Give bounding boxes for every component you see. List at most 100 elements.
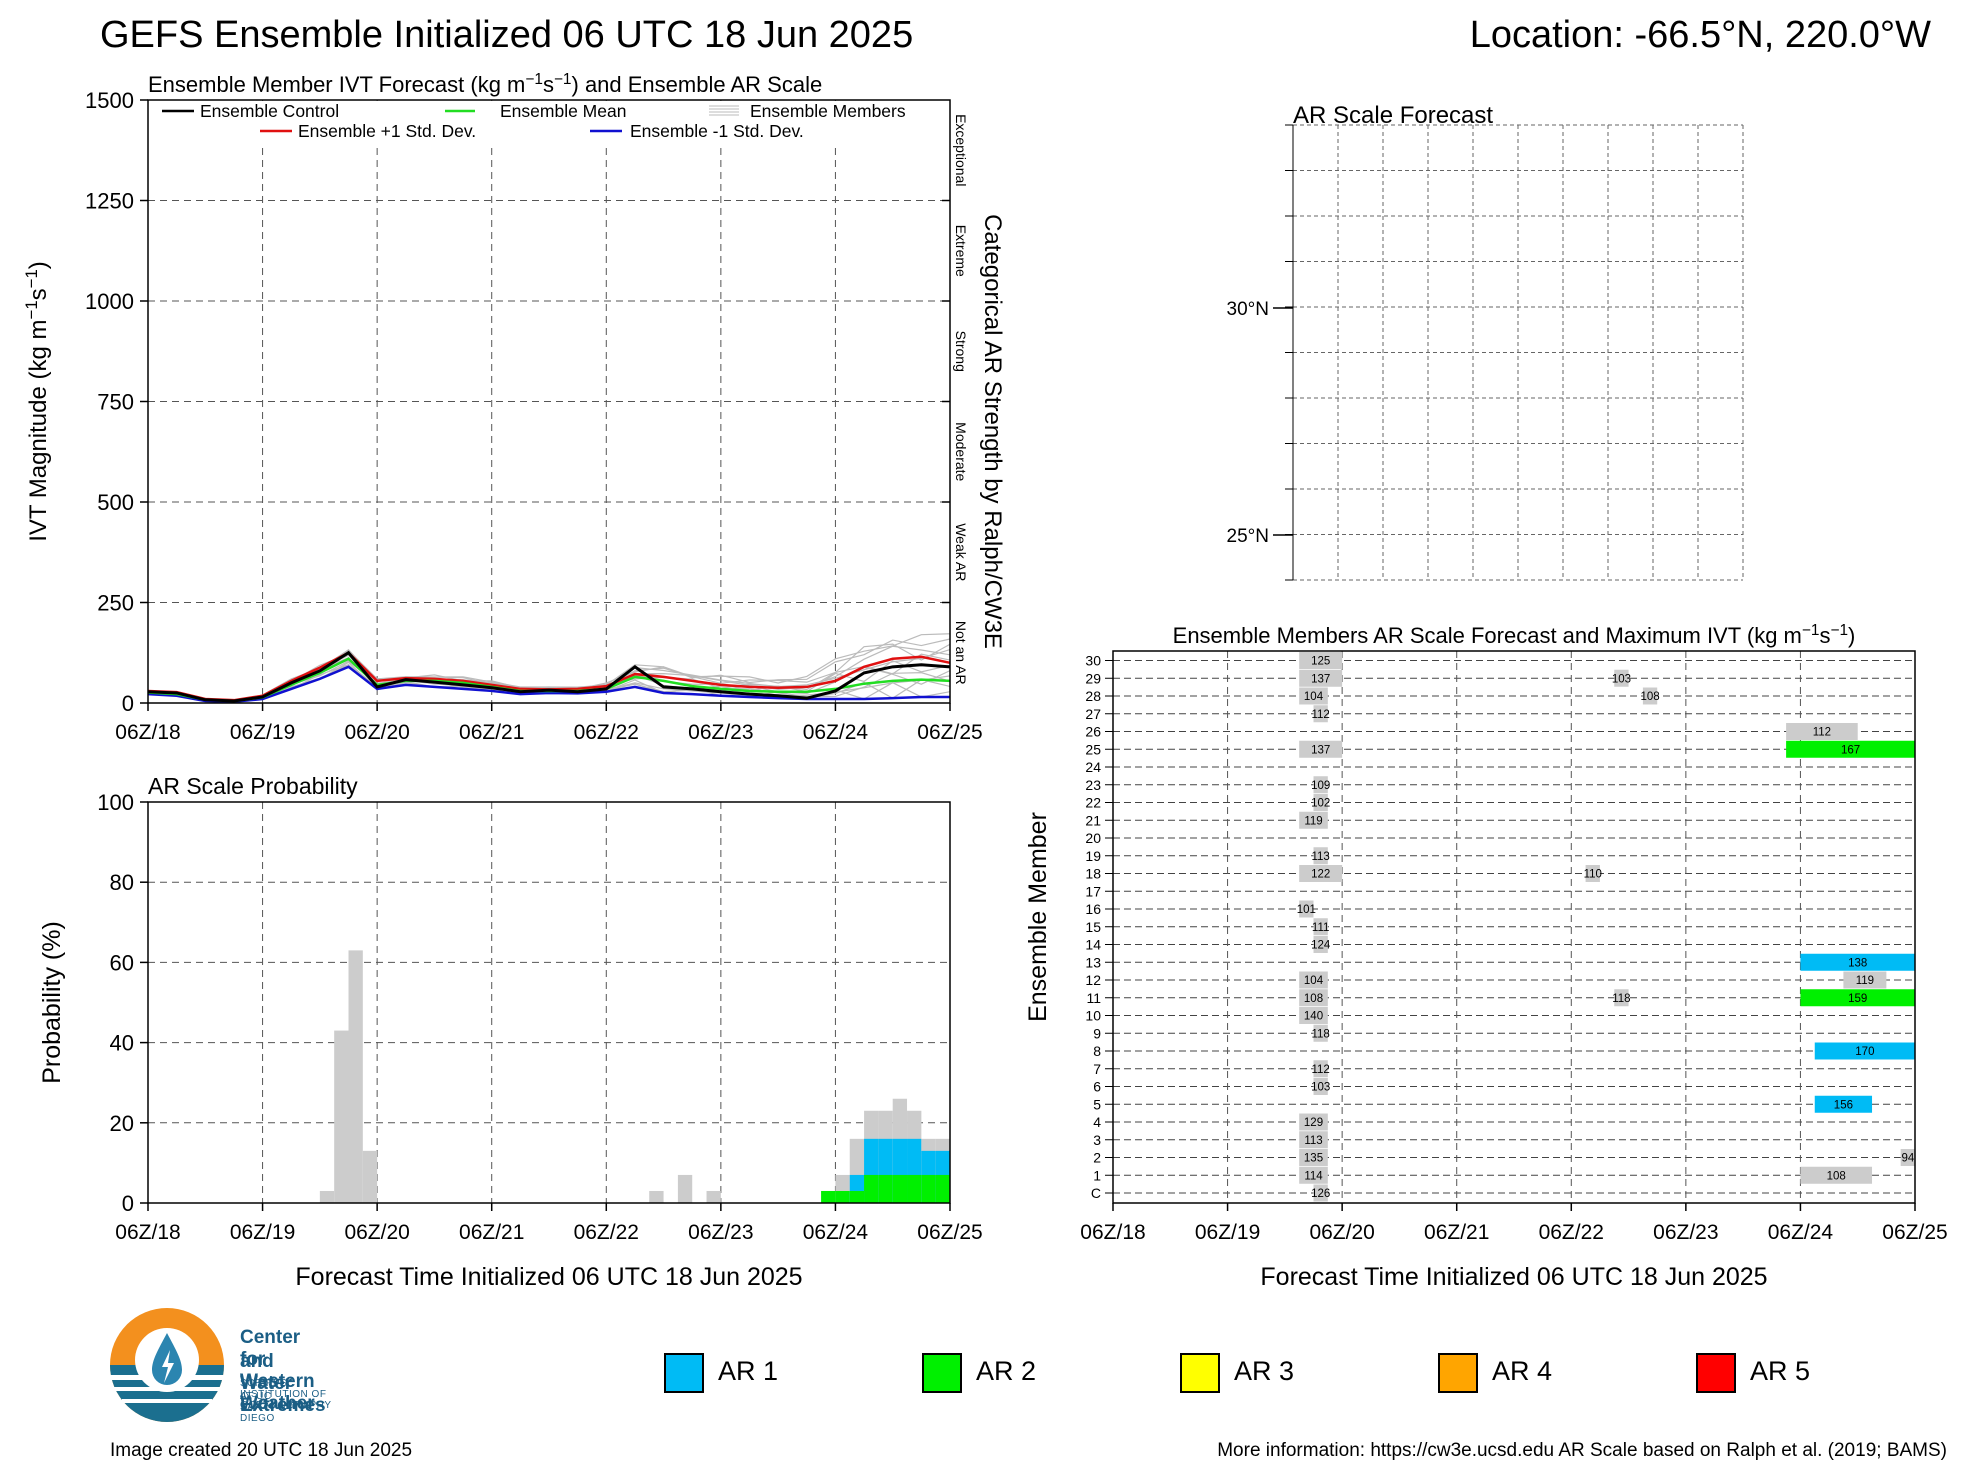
- member-row-label: 22: [1085, 795, 1101, 811]
- prob-bar-ar2: [878, 1174, 893, 1203]
- member-row-label: 19: [1085, 848, 1101, 864]
- member-max-ivt-label: 114: [1304, 1170, 1323, 1182]
- prob-xtick-label: 06Z/20: [344, 1221, 409, 1244]
- member-row-label: 1: [1093, 1167, 1101, 1183]
- member-plot-frame: [1112, 650, 1916, 1204]
- ivt-plot-frame: [147, 99, 951, 704]
- member-ar-segment: [1313, 1184, 1328, 1202]
- ar-legend-label: AR 5: [1750, 1356, 1811, 1386]
- ivt-category-label: Not an AR: [953, 621, 969, 685]
- more-info-text: More information: https://cw3e.ucsd.edu …: [1217, 1440, 1947, 1461]
- member-ar-segment: [1299, 1113, 1328, 1131]
- map-lat-label: 25°N: [1227, 526, 1269, 547]
- logo-line-4: AT UC SAN DIEGO: [240, 1391, 275, 1424]
- ivt-ytick-label: 1250: [85, 189, 134, 214]
- member-row-label: 5: [1093, 1096, 1101, 1112]
- member-row-label: 30: [1085, 653, 1101, 669]
- member-ar-segment: [1313, 1024, 1328, 1042]
- member-max-ivt-label: 137: [1311, 673, 1330, 685]
- ar-legend-swatch: [1180, 1353, 1220, 1393]
- prob-bar-ar2: [835, 1190, 850, 1203]
- member-ar-segment: [1800, 1166, 1873, 1184]
- member-max-ivt-label: 102: [1311, 798, 1330, 810]
- ivt-legend-members-label: Ensemble Members: [750, 101, 906, 121]
- member-ar-segment: [1313, 705, 1328, 723]
- member-ylabel: Ensemble Member: [1024, 812, 1052, 1022]
- member-ar-segment: [1299, 669, 1343, 687]
- prob-bar-not-ar: [677, 1174, 693, 1203]
- prob-bar-not-ar: [706, 1190, 721, 1203]
- ivt-panel-title-part: ) and Ensemble AR Scale: [572, 72, 823, 97]
- prob-ytick-label: 80: [110, 870, 134, 895]
- ivt-xtick-label: 06Z/25: [917, 721, 982, 744]
- member-max-ivt-label: 125: [1311, 656, 1330, 668]
- member-max-ivt-label: 112: [1311, 1064, 1329, 1076]
- member-max-ivt-label: 119: [1856, 975, 1874, 987]
- member-max-ivt-label: 159: [1848, 993, 1867, 1005]
- member-row-label: 27: [1085, 706, 1101, 722]
- member-row-label: 13: [1085, 954, 1101, 970]
- ivt-category-label: Strong: [953, 331, 969, 372]
- prob-panel-title: AR Scale Probability: [148, 773, 358, 799]
- prob-bar-ar2: [821, 1190, 836, 1203]
- prob-bar-not-ar: [319, 1190, 335, 1203]
- member-row-label: 20: [1085, 830, 1101, 846]
- member-ar-segment: [1299, 900, 1314, 918]
- member-xtick-label: 06Z/21: [1424, 1221, 1489, 1244]
- ivt-panel-title-part: −1: [525, 71, 543, 88]
- ar-legend-swatch: [664, 1353, 704, 1393]
- member-panel-title-part: Ensemble Members AR Scale Forecast and M…: [1173, 623, 1802, 648]
- member-xtick-label: 06Z/23: [1653, 1221, 1718, 1244]
- member-row-label: 17: [1085, 883, 1101, 899]
- prob-ytick-label: 40: [110, 1031, 134, 1056]
- prob-bar-ar2: [935, 1174, 950, 1203]
- ar-legend-label: AR 1: [718, 1356, 779, 1386]
- member-ar-segment: [1313, 1078, 1328, 1095]
- ivt-ytick-label: 1000: [85, 289, 134, 314]
- ivt-xtick-label: 06Z/20: [344, 721, 409, 744]
- member-row-label: 14: [1085, 937, 1101, 953]
- member-max-ivt-label: 103: [1612, 673, 1631, 685]
- member-row-label: 18: [1085, 866, 1101, 882]
- member-row-label: 11: [1086, 990, 1101, 1006]
- prob-ytick-label: 0: [122, 1191, 134, 1216]
- member-max-ivt-label: 137: [1311, 744, 1330, 756]
- ivt-legend-plus-label: Ensemble +1 Std. Dev.: [298, 121, 476, 141]
- member-row-label: 4: [1093, 1114, 1101, 1130]
- member-ar-segment: [1299, 652, 1343, 669]
- member-row-label: 6: [1093, 1079, 1101, 1095]
- member-row-label: 25: [1085, 741, 1101, 757]
- member-ar-segment: [1299, 740, 1343, 758]
- prob-xtick-label: 06Z/23: [688, 1221, 753, 1244]
- member-ar-segment: [1299, 1007, 1328, 1024]
- ivt-xtick-label: 06Z/18: [115, 721, 180, 744]
- ar-legend-label: AR 2: [976, 1356, 1037, 1386]
- map-panel-title: AR Scale Forecast: [1293, 102, 1493, 129]
- prob-bar-not-ar: [362, 1150, 378, 1203]
- ivt-panel-title-part: −1: [554, 71, 572, 88]
- member-max-ivt-label: 112: [1311, 709, 1329, 721]
- member-max-ivt-label: 112: [1813, 727, 1831, 739]
- member-ar-segment: [1299, 687, 1328, 705]
- ivt-control-line: [147, 650, 951, 703]
- member-max-ivt-label: 119: [1304, 815, 1322, 827]
- member-max-ivt-label: 124: [1311, 940, 1331, 952]
- member-max-ivt-label: 138: [1848, 957, 1867, 969]
- member-ar-segment: [1299, 865, 1343, 882]
- member-row-label: 8: [1093, 1043, 1101, 1059]
- ivt-category-label: Moderate: [953, 422, 969, 481]
- cw3e-logo-icon: [110, 1308, 224, 1422]
- ivt-category-label: Weak AR: [953, 523, 969, 581]
- member-ar-segment: [1299, 811, 1328, 829]
- member-max-ivt-label: 129: [1304, 1117, 1323, 1129]
- member-ar-segment: [1614, 669, 1629, 687]
- ivt-ytick-label: 750: [97, 390, 134, 415]
- member-max-ivt-label: 113: [1304, 1135, 1322, 1147]
- member-max-ivt-label: 108: [1827, 1170, 1846, 1182]
- logo-line-1: Center for Western Weather: [240, 1327, 315, 1414]
- member-max-ivt-label: 140: [1304, 1011, 1323, 1023]
- prob-bar-ar2: [892, 1174, 908, 1203]
- map-lat-label: 30°N: [1227, 299, 1269, 320]
- ar-legend-swatch: [1696, 1353, 1736, 1393]
- member-panel-title-part: s: [1819, 623, 1830, 648]
